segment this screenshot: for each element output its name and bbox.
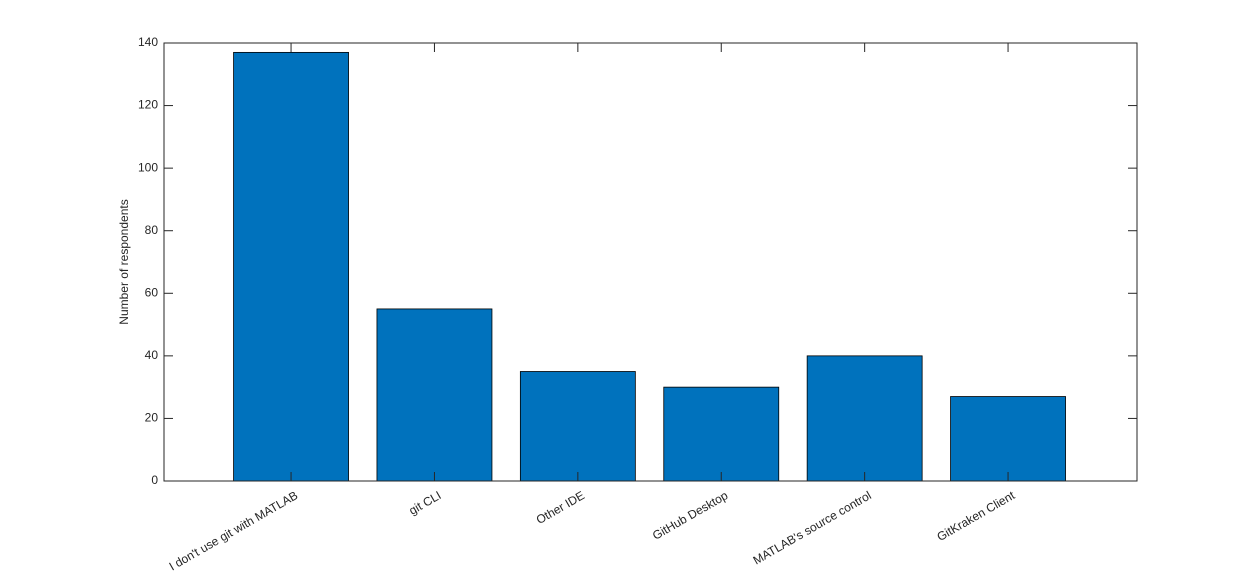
bar [663,386,780,482]
y-axis-label: Number of respondents [117,199,131,324]
y-tick-label: 140 [138,35,158,49]
y-tick-label: 120 [138,98,158,112]
x-tick-label: Other IDE [534,488,587,527]
bar [806,355,923,482]
bar [950,396,1066,482]
plot-frame [163,42,1138,482]
y-tick-label: 40 [145,348,159,362]
y-tick-label: 60 [145,285,159,299]
x-tick-label: GitHub Desktop [650,488,731,543]
x-tick-label: MATLAB's source control [751,488,874,567]
bar [376,308,493,482]
y-tick-label: 100 [138,160,158,174]
y-tick-label: 80 [145,223,159,237]
bar [519,371,636,482]
y-tick-label: 20 [145,411,159,425]
x-tick-label: GitKraken Client [934,488,1017,544]
x-tick-label: git CLI [406,488,443,517]
x-tick-label: I don't use git with MATLAB [167,488,301,573]
y-tick-label: 0 [151,473,158,487]
bar [233,51,349,482]
